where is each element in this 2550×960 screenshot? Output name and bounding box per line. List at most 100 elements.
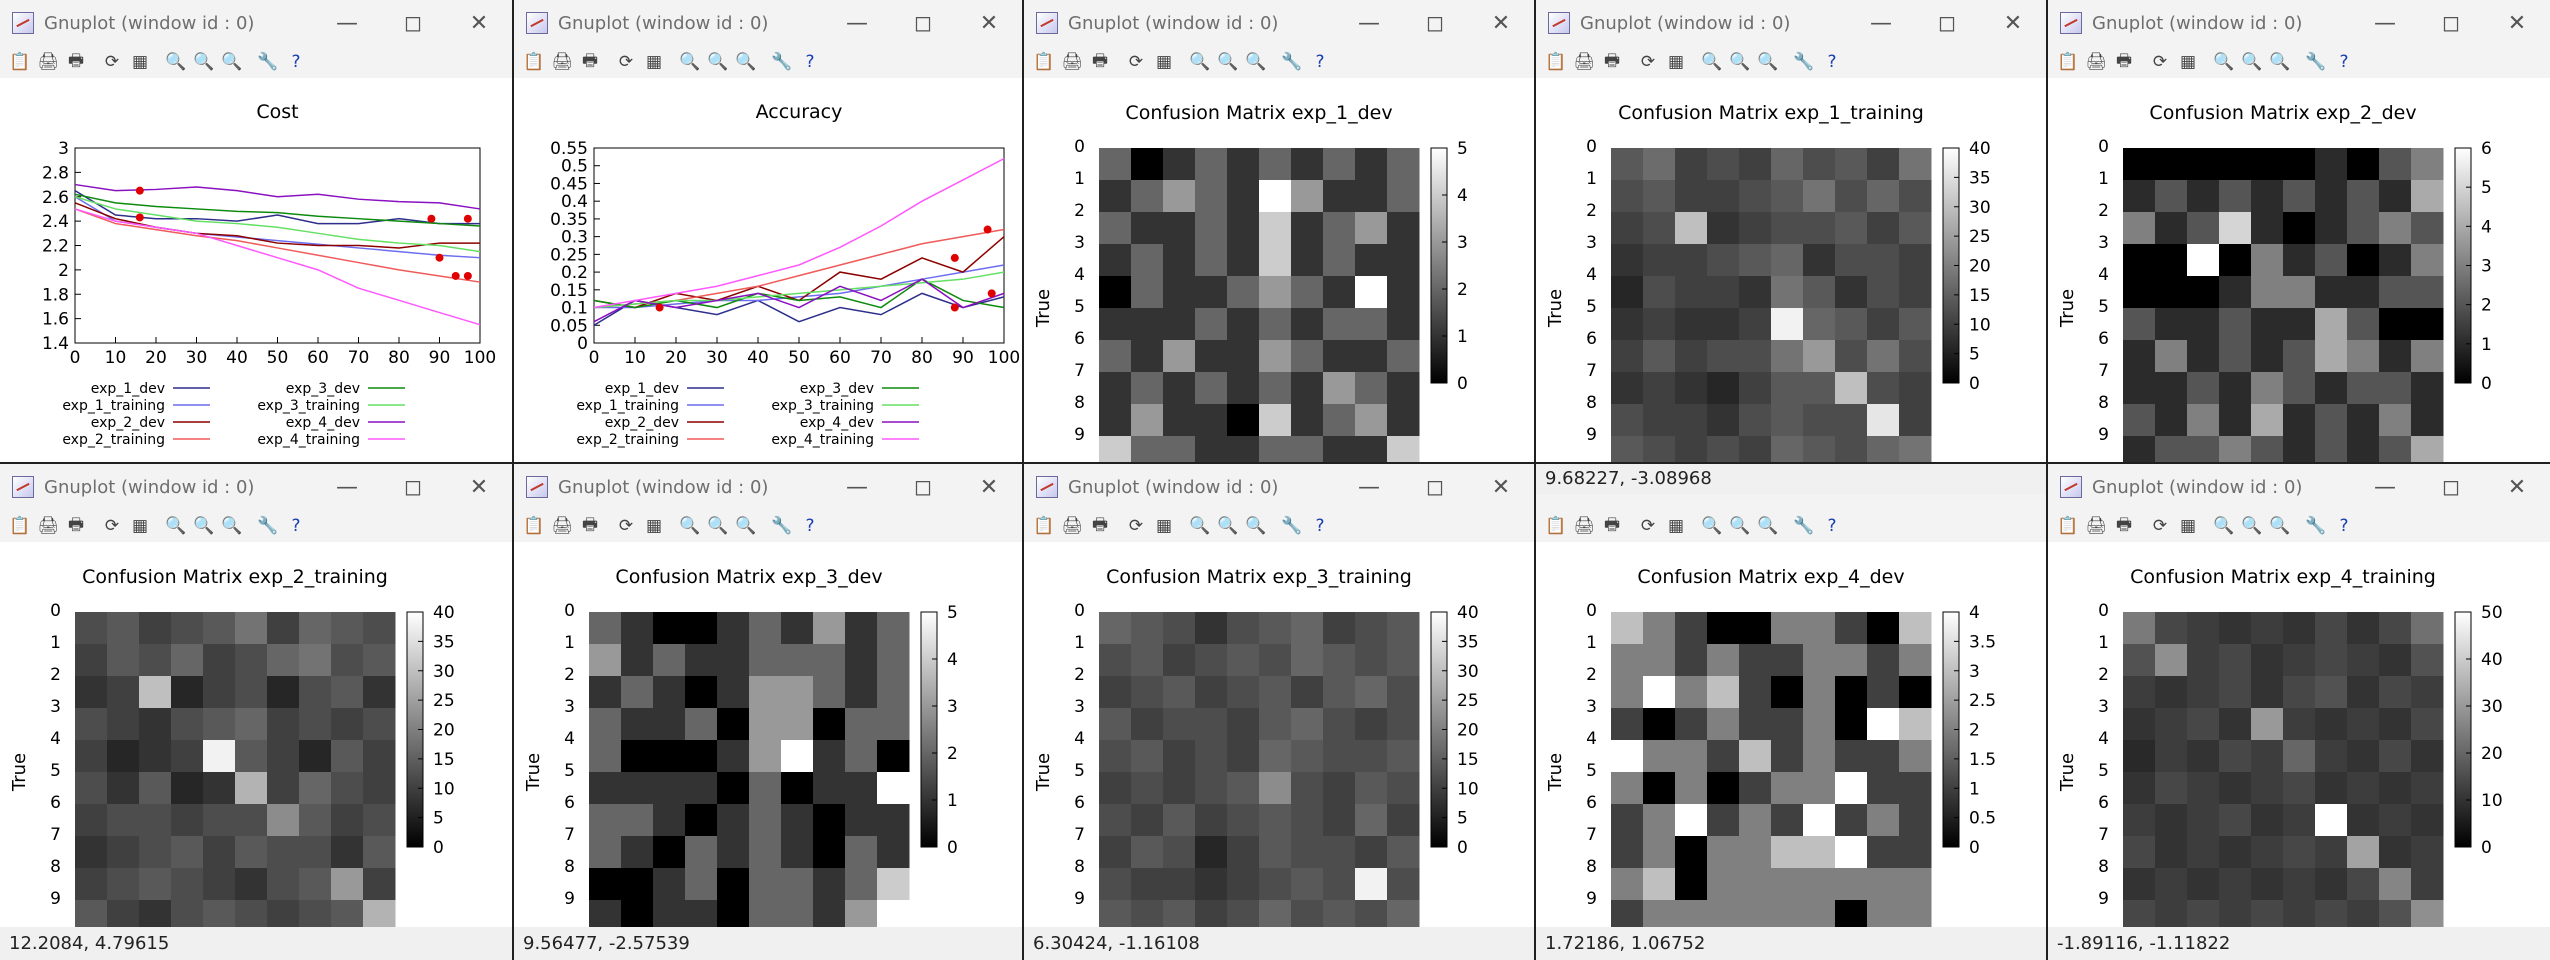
zoom-previous-icon[interactable]: 🔍 <box>1701 52 1723 72</box>
title-bar[interactable]: Gnuplot (window id : 0) — ◻ ✕ <box>2048 464 2550 510</box>
zoom-next-icon[interactable]: 🔍 <box>193 516 215 536</box>
plot-area[interactable]: Confusion Matrix exp_1_training001122334… <box>1536 78 2046 462</box>
options-icon[interactable]: 🔧 <box>1281 52 1303 72</box>
help-icon[interactable]: ? <box>805 52 815 72</box>
plot-area[interactable]: Confusion Matrix exp_1_dev00112233445566… <box>1024 78 1534 462</box>
grid-icon[interactable]: ▦ <box>1155 52 1173 72</box>
print-icon[interactable]: 🖶 <box>1603 514 1621 535</box>
print-preview-icon[interactable]: 🖨 <box>1573 52 1595 72</box>
minimize-button[interactable]: — <box>846 474 868 500</box>
maximize-button[interactable]: ◻ <box>403 10 423 36</box>
options-icon[interactable]: 🔧 <box>771 516 793 536</box>
title-bar[interactable]: Gnuplot (window id : 0) — ◻ ✕ <box>2048 0 2550 46</box>
gnuplot-window-4[interactable]: Gnuplot (window id : 0) — ◻ ✕ 📋 🖨 🖶 ⟳ ▦ 🔍 🔍 🔍 🔧? Conf… <box>1536 0 2046 462</box>
minimize-button[interactable]: — <box>1358 10 1380 36</box>
gnuplot-window-6[interactable]: Gnuplot (window id : 0) — ◻ ✕ 📋 🖨 🖶 ⟳ ▦ 🔍 🔍 🔍 🔧? Conf… <box>0 464 512 960</box>
zoom-previous-icon[interactable]: 🔍 <box>679 52 701 72</box>
gnuplot-window-7[interactable]: Gnuplot (window id : 0) — ◻ ✕ 📋 🖨 🖶 ⟳ ▦ 🔍 🔍 🔍 🔧? Conf… <box>514 464 1022 960</box>
minimize-button[interactable]: — <box>1358 474 1380 500</box>
gnuplot-window-1[interactable]: Gnuplot (window id : 0) — ◻ ✕ 📋 🖨 🖶 ⟳ ▦ 🔍 🔍 🔍 🔧? Cost… <box>0 0 512 462</box>
zoom-next-icon[interactable]: 🔍 <box>1729 52 1751 72</box>
print-preview-icon[interactable]: 🖨 <box>551 52 573 72</box>
print-icon[interactable]: 🖶 <box>1091 514 1109 535</box>
options-icon[interactable]: 🔧 <box>2305 516 2327 536</box>
grid-icon[interactable]: ▦ <box>2179 52 2197 72</box>
grid-icon[interactable]: ▦ <box>1667 516 1685 536</box>
close-button[interactable]: ✕ <box>469 474 489 500</box>
unzoom-icon[interactable]: 🔍 <box>735 516 757 536</box>
help-icon[interactable]: ? <box>1315 516 1325 536</box>
close-button[interactable]: ✕ <box>1491 10 1511 36</box>
zoom-previous-icon[interactable]: 🔍 <box>1189 516 1211 536</box>
clipboard-icon[interactable]: 📋 <box>9 516 31 536</box>
title-bar[interactable]: Gnuplot (window id : 0) — ◻ ✕ <box>514 0 1022 46</box>
title-bar[interactable]: Gnuplot (window id : 0) — ◻ ✕ <box>514 464 1022 510</box>
title-bar[interactable]: Gnuplot (window id : 0) — ◻ ✕ <box>1024 464 1534 510</box>
print-preview-icon[interactable]: 🖨 <box>1061 516 1083 536</box>
maximize-button[interactable]: ◻ <box>1425 10 1445 36</box>
options-icon[interactable]: 🔧 <box>257 516 279 536</box>
maximize-button[interactable]: ◻ <box>1425 474 1445 500</box>
maximize-button[interactable]: ◻ <box>2441 10 2461 36</box>
print-icon[interactable]: 🖶 <box>581 50 599 71</box>
clipboard-icon[interactable]: 📋 <box>1545 52 1567 72</box>
help-icon[interactable]: ? <box>291 516 301 536</box>
clipboard-icon[interactable]: 📋 <box>523 52 545 72</box>
print-icon[interactable]: 🖶 <box>1603 50 1621 71</box>
zoom-next-icon[interactable]: 🔍 <box>1217 52 1239 72</box>
clipboard-icon[interactable]: 📋 <box>9 52 31 72</box>
print-icon[interactable]: 🖶 <box>67 50 85 71</box>
replot-icon[interactable]: ⟳ <box>104 516 120 536</box>
options-icon[interactable]: 🔧 <box>257 52 279 72</box>
close-button[interactable]: ✕ <box>2003 10 2023 36</box>
close-button[interactable]: ✕ <box>469 10 489 36</box>
zoom-previous-icon[interactable]: 🔍 <box>679 516 701 536</box>
grid-icon[interactable]: ▦ <box>131 52 149 72</box>
minimize-button[interactable]: — <box>336 10 358 36</box>
zoom-next-icon[interactable]: 🔍 <box>707 52 729 72</box>
title-bar[interactable]: Gnuplot (window id : 0) — ◻ ✕ <box>0 464 512 510</box>
minimize-button[interactable]: — <box>2374 10 2396 36</box>
unzoom-icon[interactable]: 🔍 <box>2269 516 2291 536</box>
gnuplot-window-8[interactable]: Gnuplot (window id : 0) — ◻ ✕ 📋 🖨 🖶 ⟳ ▦ 🔍 🔍 🔍 🔧? Conf… <box>1024 464 1534 960</box>
replot-icon[interactable]: ⟳ <box>104 52 120 72</box>
gnuplot-window-10[interactable]: Gnuplot (window id : 0) — ◻ ✕ 📋 🖨 🖶 ⟳ ▦ 🔍 🔍 🔍 🔧? Conf… <box>2048 464 2550 960</box>
minimize-button[interactable]: — <box>336 474 358 500</box>
clipboard-icon[interactable]: 📋 <box>1033 516 1055 536</box>
help-icon[interactable]: ? <box>291 52 301 72</box>
plot-area[interactable]: Cost 0 10 20 30 40 50 60 70 80 90 100 1.4 1.6 1.8 2 2.2 2… <box>0 78 512 462</box>
zoom-next-icon[interactable]: 🔍 <box>1217 516 1239 536</box>
zoom-previous-icon[interactable]: 🔍 <box>165 52 187 72</box>
unzoom-icon[interactable]: 🔍 <box>735 52 757 72</box>
print-preview-icon[interactable]: 🖨 <box>1573 516 1595 536</box>
options-icon[interactable]: 🔧 <box>1793 516 1815 536</box>
unzoom-icon[interactable]: 🔍 <box>221 516 243 536</box>
zoom-previous-icon[interactable]: 🔍 <box>165 516 187 536</box>
print-preview-icon[interactable]: 🖨 <box>1061 52 1083 72</box>
grid-icon[interactable]: ▦ <box>1667 52 1685 72</box>
unzoom-icon[interactable]: 🔍 <box>1757 516 1779 536</box>
options-icon[interactable]: 🔧 <box>771 52 793 72</box>
clipboard-icon[interactable]: 📋 <box>2057 516 2079 536</box>
options-icon[interactable]: 🔧 <box>1281 516 1303 536</box>
unzoom-icon[interactable]: 🔍 <box>1245 516 1267 536</box>
print-preview-icon[interactable]: 🖨 <box>551 516 573 536</box>
minimize-button[interactable]: — <box>2374 474 2396 500</box>
plot-area[interactable]: Confusion Matrix exp_4_training001122334… <box>2048 542 2550 927</box>
unzoom-icon[interactable]: 🔍 <box>1757 52 1779 72</box>
maximize-button[interactable]: ◻ <box>2441 474 2461 500</box>
zoom-next-icon[interactable]: 🔍 <box>707 516 729 536</box>
clipboard-icon[interactable]: 📋 <box>1033 52 1055 72</box>
grid-icon[interactable]: ▦ <box>131 516 149 536</box>
plot-area[interactable]: Confusion Matrix exp_2_training001122334… <box>0 542 512 927</box>
minimize-button[interactable]: — <box>1870 10 1892 36</box>
replot-icon[interactable]: ⟳ <box>1128 516 1144 536</box>
help-icon[interactable]: ? <box>1315 52 1325 72</box>
replot-icon[interactable]: ⟳ <box>618 52 634 72</box>
replot-icon[interactable]: ⟳ <box>2152 516 2168 536</box>
grid-icon[interactable]: ▦ <box>2179 516 2197 536</box>
unzoom-icon[interactable]: 🔍 <box>2269 52 2291 72</box>
replot-icon[interactable]: ⟳ <box>1640 516 1656 536</box>
maximize-button[interactable]: ◻ <box>1937 10 1957 36</box>
help-icon[interactable]: ? <box>2339 52 2349 72</box>
